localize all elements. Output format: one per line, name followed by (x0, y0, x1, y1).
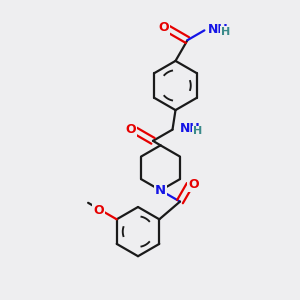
Text: NH: NH (208, 23, 229, 36)
Text: O: O (94, 204, 104, 217)
Text: H: H (193, 126, 202, 136)
Text: O: O (158, 22, 169, 34)
Text: H: H (221, 27, 230, 37)
Text: O: O (126, 123, 136, 136)
Text: O: O (188, 178, 199, 191)
Text: NH: NH (180, 122, 201, 135)
Text: N: N (155, 184, 166, 197)
